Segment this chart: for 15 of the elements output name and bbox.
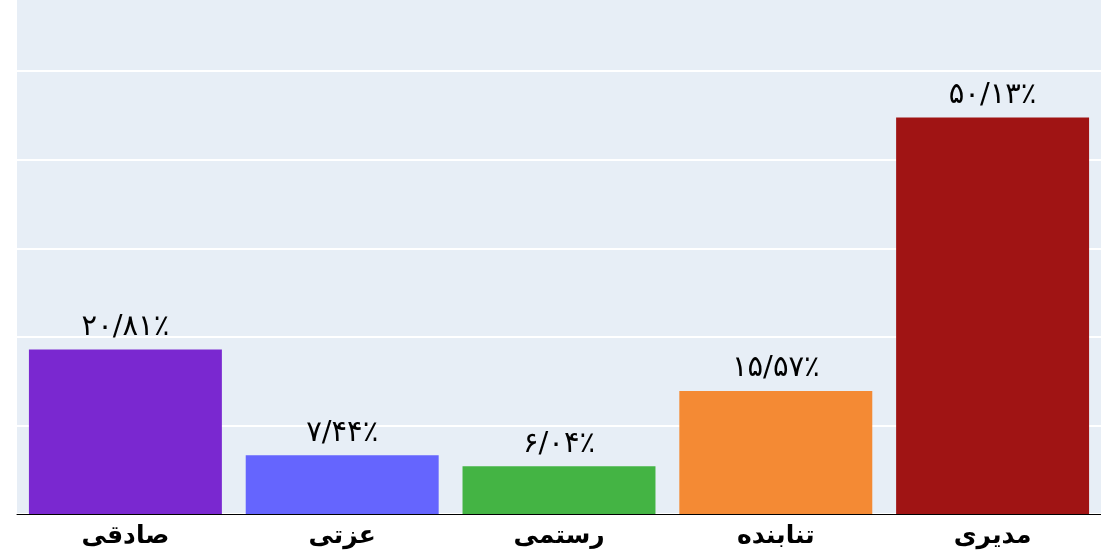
bar: [896, 117, 1090, 514]
data-label: ۷/۴۴٪: [306, 413, 379, 448]
x-tick-label: صادقی: [81, 520, 170, 549]
x-tick-label: مدیری: [953, 520, 1032, 550]
data-label: ۶/۰۴٪: [522, 424, 596, 459]
data-label: ۱۵/۵۷٪: [731, 349, 820, 384]
data-label: ۵۰/۱۳٪: [948, 76, 1037, 111]
bar: [679, 390, 873, 514]
x-tick-label: رستمی: [513, 520, 605, 549]
x-tick-label: تنابنده: [736, 520, 815, 549]
x-tick-label: عزتی: [308, 520, 376, 550]
bar: [462, 466, 656, 514]
bar: [28, 349, 222, 514]
bar: [245, 455, 439, 514]
data-label: ۲۰/۸۱٪: [81, 307, 170, 342]
